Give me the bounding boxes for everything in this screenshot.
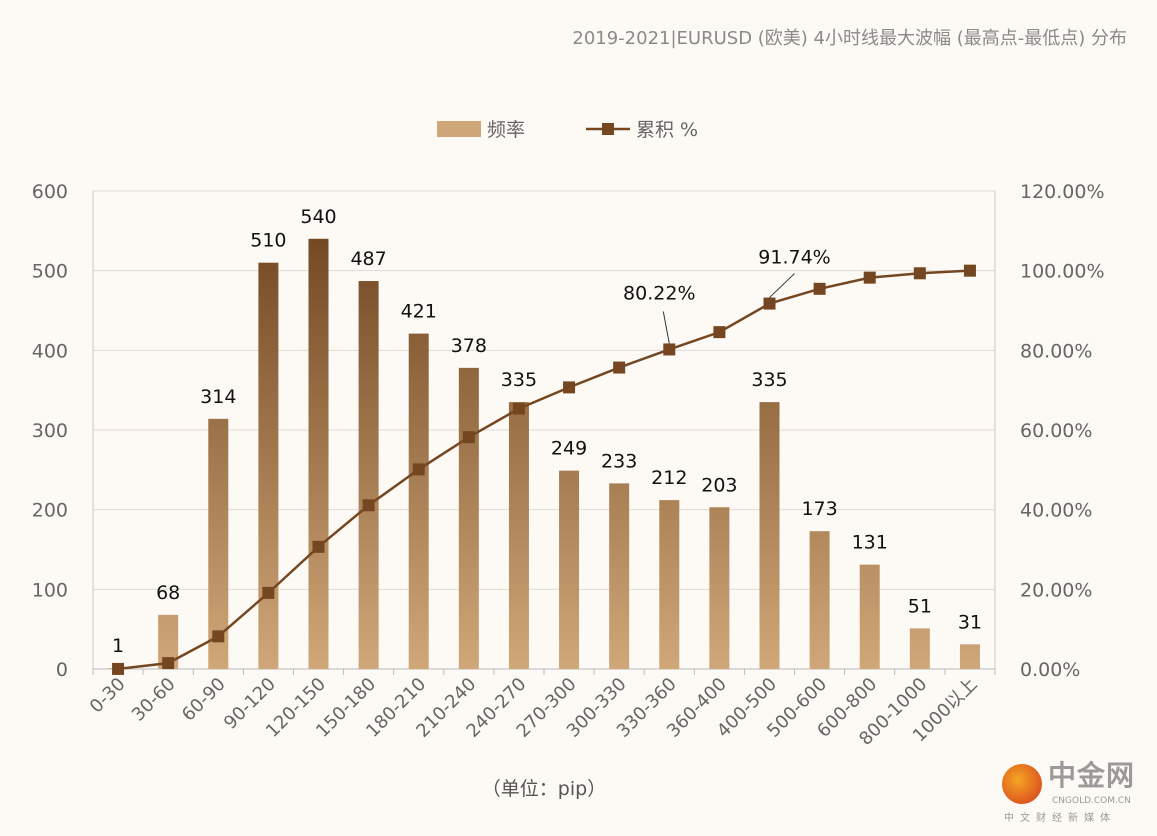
y-tick-label: 600	[32, 181, 68, 203]
y-tick-label: 200	[32, 500, 68, 522]
cumulative-marker	[162, 657, 175, 670]
bar-210-240	[458, 367, 479, 669]
cumulative-marker	[462, 431, 475, 444]
callout-line	[662, 311, 670, 344]
bar-1000以上	[959, 644, 980, 669]
cumulative-marker	[913, 267, 926, 280]
bar-data-label: 314	[200, 386, 236, 408]
cumulative-marker	[663, 343, 676, 356]
cumulative-marker	[362, 499, 375, 512]
bar-800-1000	[909, 628, 930, 669]
cumulative-line	[117, 269, 971, 671]
cumulative-marker	[112, 662, 125, 675]
chart-title: 2019-2021|EURUSD (欧美) 4小时线最大波幅 (最高点-最低点)…	[572, 28, 1127, 49]
bar-data-label: 1	[112, 635, 124, 657]
bar-60-90	[208, 418, 229, 669]
y2-tick-label: 40.00%	[1020, 500, 1092, 522]
cumulative-marker	[613, 361, 626, 374]
bar-90-120	[258, 262, 279, 669]
watermark-url: CNGOLD.COM.CN	[1052, 796, 1131, 806]
x-tick-label: 0-30	[86, 674, 130, 718]
y2-tick-label: 120.00%	[1020, 181, 1105, 203]
cumulative-marker	[212, 630, 225, 643]
bar-data-label: 173	[801, 498, 837, 520]
legend-bar-swatch	[437, 121, 481, 137]
y-tick-label: 300	[32, 420, 68, 442]
y2-tick-label: 80.00%	[1020, 340, 1092, 362]
bar-270-300	[559, 470, 580, 669]
bar-data-label: 212	[651, 467, 687, 489]
cumulative-marker	[412, 463, 425, 476]
bar-data-label: 249	[551, 438, 587, 460]
y2-tick-label: 60.00%	[1020, 420, 1092, 442]
y2-tick-label: 20.00%	[1020, 579, 1092, 601]
x-tick-label: 30-60	[128, 674, 180, 726]
bar-data-label: 31	[958, 611, 982, 633]
bar-data-label: 68	[156, 582, 180, 604]
bar-data-label: 233	[601, 450, 637, 472]
bar-data-label: 487	[350, 248, 386, 270]
bar-data-label: 510	[250, 230, 286, 252]
bar-30-60	[158, 614, 179, 669]
bar-600-800	[859, 564, 880, 669]
legend-line-label: 累积 %	[636, 119, 698, 141]
cumulative-marker	[863, 271, 876, 284]
bar-400-500	[759, 402, 780, 669]
y2-tick-label: 100.00%	[1020, 261, 1105, 283]
bar-data-label: 335	[751, 369, 787, 391]
cumulative-marker	[512, 402, 525, 415]
y-tick-label: 0	[56, 659, 68, 681]
bar-180-210	[408, 333, 429, 669]
cumulative-marker	[262, 586, 275, 599]
bar-data-label: 540	[300, 206, 336, 228]
legend-line-marker	[602, 123, 614, 135]
legend-bar-label: 频率	[487, 119, 525, 141]
bar-data-label: 131	[852, 532, 888, 554]
y-tick-label: 400	[32, 340, 68, 362]
bar-data-label: 421	[401, 301, 437, 323]
cumulative-marker	[963, 264, 976, 277]
cumulative-marker	[312, 540, 325, 553]
y2-tick-label: 0.00%	[1020, 659, 1080, 681]
bar-data-label: 51	[908, 595, 932, 617]
x-axis-title: （单位：pip）	[482, 778, 606, 800]
bar-data-label: 378	[451, 335, 487, 357]
bar-240-270	[508, 402, 529, 669]
y-tick-label: 100	[32, 579, 68, 601]
bar-120-150	[308, 238, 329, 670]
cumulative-data-label: 91.74%	[758, 247, 830, 269]
watermark-sub: 中文财经新媒体	[1004, 813, 1116, 824]
callout-line	[769, 273, 795, 298]
cumulative-marker	[713, 326, 726, 339]
cumulative-marker	[763, 297, 776, 310]
bar-data-label: 203	[701, 474, 737, 496]
bar-360-400	[709, 507, 730, 669]
watermark-main: 中金网	[1048, 759, 1136, 792]
bar-330-360	[659, 500, 680, 669]
cumulative-marker	[563, 381, 576, 394]
bar-data-label: 335	[501, 369, 537, 391]
bar-500-600	[809, 531, 830, 669]
logo-icon	[1002, 764, 1042, 804]
y-tick-label: 500	[32, 261, 68, 283]
cumulative-marker	[813, 282, 826, 295]
cumulative-data-label: 80.22%	[623, 282, 695, 304]
bar-150-180	[358, 281, 379, 669]
watermark-logo: 中金网 CNGOLD.COM.CN 中文财经新媒体	[1000, 760, 1155, 836]
bar-300-330	[609, 483, 630, 669]
